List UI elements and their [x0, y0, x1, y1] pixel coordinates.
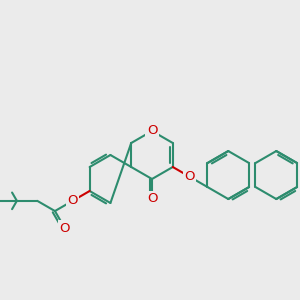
- Text: O: O: [59, 222, 70, 235]
- Text: O: O: [147, 124, 157, 137]
- Text: O: O: [68, 194, 78, 207]
- Text: O: O: [184, 170, 195, 183]
- Text: O: O: [147, 192, 157, 205]
